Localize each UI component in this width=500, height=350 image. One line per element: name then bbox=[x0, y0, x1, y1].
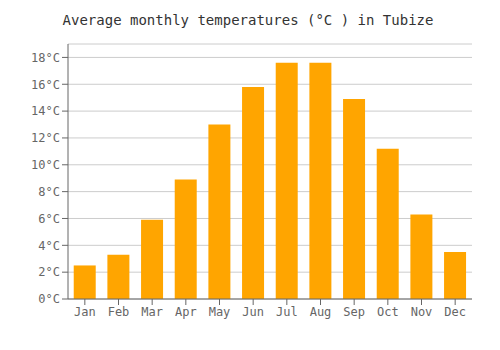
svg-text:Feb: Feb bbox=[108, 305, 130, 319]
svg-text:10°C: 10°C bbox=[31, 158, 60, 172]
svg-text:Nov: Nov bbox=[411, 305, 433, 319]
svg-text:14°C: 14°C bbox=[31, 104, 60, 118]
svg-text:Aug: Aug bbox=[310, 305, 332, 319]
html-text:Average monthly temperatures (: Average monthly temperatures (°C ) in Tu… bbox=[62, 12, 434, 28]
svg-text:2°C: 2°C bbox=[38, 265, 60, 279]
svg-text:6°C: 6°C bbox=[38, 212, 60, 226]
svg-text:Apr: Apr bbox=[175, 305, 197, 319]
svg-text:Dec: Dec bbox=[444, 305, 466, 319]
svg-text:Jan: Jan bbox=[74, 305, 96, 319]
svg-text:12°C: 12°C bbox=[31, 131, 60, 145]
svg-text:8°C: 8°C bbox=[38, 185, 60, 199]
svg-text:Sep: Sep bbox=[343, 305, 365, 319]
svg-text:Jul: Jul bbox=[276, 305, 298, 319]
svg-text:4°C: 4°C bbox=[38, 239, 60, 253]
svg-text:18°C: 18°C bbox=[31, 51, 60, 65]
svg-text:0°C: 0°C bbox=[38, 292, 60, 306]
svg-text:Jun: Jun bbox=[242, 305, 264, 319]
svg-text:16°C: 16°C bbox=[31, 78, 60, 92]
svg-text:Mar: Mar bbox=[141, 305, 163, 319]
svg-text:May: May bbox=[209, 305, 231, 319]
svg-text:Oct: Oct bbox=[377, 305, 399, 319]
